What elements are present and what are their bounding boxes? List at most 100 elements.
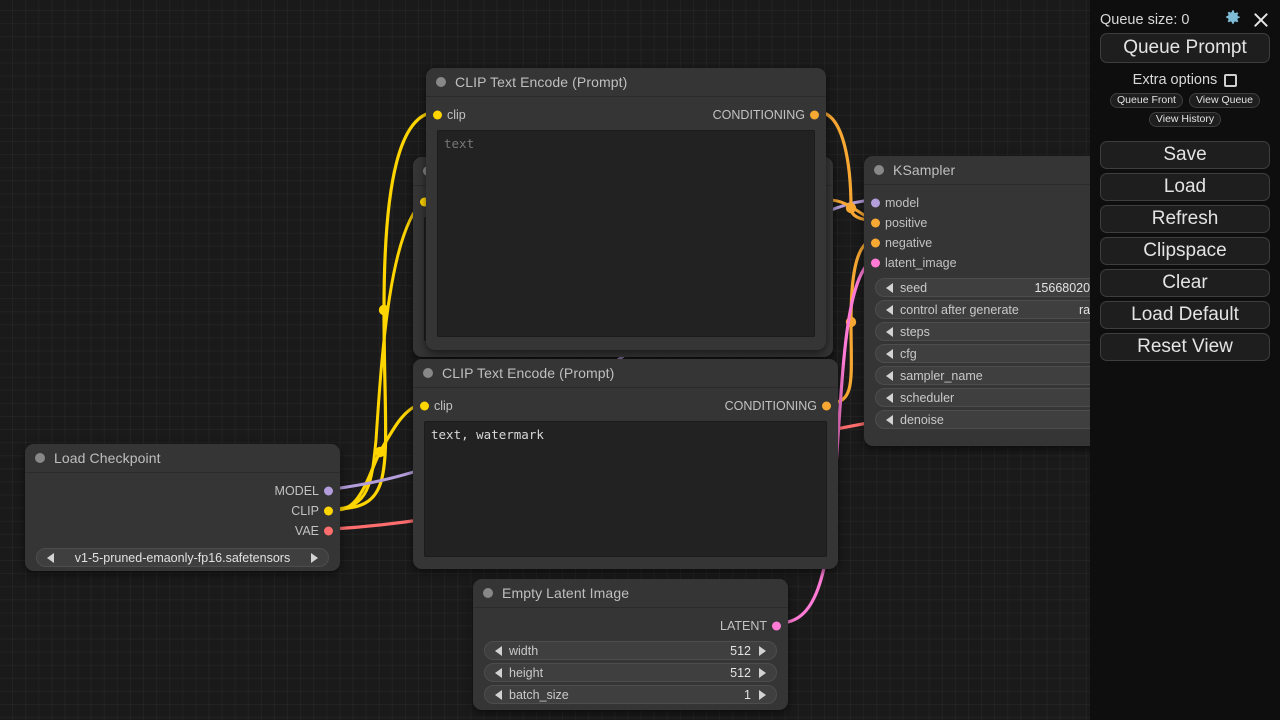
- widget-label: denoise: [900, 412, 944, 427]
- port-conditioning-icon[interactable]: [810, 110, 819, 120]
- increment-arrow-icon[interactable]: [759, 645, 768, 656]
- reset-view-button[interactable]: Reset View: [1100, 333, 1270, 361]
- node-title: CLIP Text Encode (Prompt): [442, 365, 615, 381]
- increment-arrow-icon[interactable]: [311, 552, 320, 563]
- port-clip-icon[interactable]: [324, 506, 333, 516]
- port-conditioning-icon[interactable]: [822, 401, 831, 411]
- menu-top-row: Queue size: 0: [1100, 7, 1270, 33]
- node-body: clip CONDITIONING text, watermark: [413, 388, 838, 567]
- port-latent-icon[interactable]: [871, 258, 880, 268]
- extra-options-checkbox[interactable]: [1224, 73, 1238, 87]
- refresh-button[interactable]: Refresh: [1100, 205, 1270, 233]
- output-slot-latent[interactable]: LATENT: [473, 616, 788, 636]
- input-slot-label: clip: [447, 108, 466, 122]
- collapse-dot-icon[interactable]: [423, 368, 433, 378]
- input-slot-negative[interactable]: negative: [864, 233, 1124, 253]
- decrement-arrow-icon[interactable]: [884, 326, 893, 337]
- widget-label: scheduler: [900, 390, 955, 405]
- decrement-arrow-icon[interactable]: [884, 348, 893, 359]
- input-slot-clip[interactable]: clip CONDITIONING: [413, 396, 838, 416]
- input-slot-clip[interactable]: clip CONDITIONING: [426, 105, 826, 125]
- node-header[interactable]: CLIP Text Encode (Prompt): [413, 359, 838, 388]
- output-slot-vae[interactable]: VAE: [25, 521, 340, 541]
- widget-width[interactable]: width 512: [484, 641, 777, 660]
- collapse-dot-icon[interactable]: [874, 165, 884, 175]
- queue-front-button[interactable]: Queue Front: [1110, 93, 1183, 108]
- collapse-dot-icon[interactable]: [483, 588, 493, 598]
- widget-scheduler[interactable]: scheduler: [875, 388, 1113, 407]
- widget-control-after-generate[interactable]: control after generate rand: [875, 300, 1113, 319]
- widget-ckpt-name[interactable]: v1-5-pruned-emaonly-fp16.safetensors: [36, 548, 329, 567]
- widget-cfg[interactable]: cfg: [875, 344, 1113, 363]
- node-title: CLIP Text Encode (Prompt): [455, 74, 628, 90]
- output-slot-clip[interactable]: CLIP: [25, 501, 340, 521]
- node-clip-text-encode-positive[interactable]: CLIP Text Encode (Prompt) clip CONDITION…: [426, 68, 826, 350]
- input-slot-positive[interactable]: positive: [864, 213, 1124, 233]
- decrement-arrow-icon[interactable]: [884, 282, 893, 293]
- port-model-icon[interactable]: [324, 486, 333, 496]
- increment-arrow-icon[interactable]: [759, 667, 768, 678]
- decrement-arrow-icon[interactable]: [493, 689, 502, 700]
- decrement-arrow-icon[interactable]: [493, 645, 502, 656]
- collapse-dot-icon[interactable]: [436, 77, 446, 87]
- view-queue-button[interactable]: View Queue: [1188, 93, 1260, 108]
- decrement-arrow-icon[interactable]: [45, 552, 54, 563]
- view-history-button[interactable]: View History: [1148, 112, 1222, 127]
- decrement-arrow-icon[interactable]: [884, 370, 893, 381]
- node-body: LATENT width 512 height 512 batch_size 1: [473, 608, 788, 710]
- port-vae-icon[interactable]: [324, 526, 333, 536]
- input-slot-latent-image[interactable]: latent_image: [864, 253, 1124, 273]
- widget-value: 1: [744, 687, 751, 702]
- decrement-arrow-icon[interactable]: [884, 304, 893, 315]
- node-clip-text-encode-negative[interactable]: CLIP Text Encode (Prompt) clip CONDITION…: [413, 359, 838, 569]
- widget-steps[interactable]: steps: [875, 322, 1113, 341]
- output-slot-model[interactable]: MODEL: [25, 481, 340, 501]
- widget-sampler-name[interactable]: sampler_name: [875, 366, 1113, 385]
- load-default-button[interactable]: Load Default: [1100, 301, 1270, 329]
- clipspace-button[interactable]: Clipspace: [1100, 237, 1270, 265]
- node-load-checkpoint[interactable]: Load Checkpoint MODEL CLIP VAE v1-5-prun…: [25, 444, 340, 571]
- clear-button[interactable]: Clear: [1100, 269, 1270, 297]
- close-icon[interactable]: [1252, 11, 1270, 29]
- port-conditioning-icon[interactable]: [871, 218, 880, 228]
- node-header[interactable]: Empty Latent Image: [473, 579, 788, 608]
- port-latent-icon[interactable]: [772, 621, 781, 631]
- port-clip-icon[interactable]: [433, 110, 442, 120]
- widget-seed[interactable]: seed 1566802087: [875, 278, 1113, 297]
- history-row: View History: [1100, 112, 1270, 127]
- gear-icon[interactable]: [1223, 8, 1242, 32]
- node-empty-latent-image[interactable]: Empty Latent Image LATENT width 512 heig…: [473, 579, 788, 710]
- output-slot-label: VAE: [294, 524, 319, 538]
- widget-height[interactable]: height 512: [484, 663, 777, 682]
- decrement-arrow-icon[interactable]: [884, 392, 893, 403]
- widget-batch-size[interactable]: batch_size 1: [484, 685, 777, 704]
- node-header[interactable]: KSampler: [864, 156, 1124, 185]
- prompt-textarea[interactable]: text, watermark: [424, 421, 827, 557]
- prompt-textarea[interactable]: text: [437, 130, 815, 337]
- node-header[interactable]: Load Checkpoint: [25, 444, 340, 473]
- node-body: clip CONDITIONING text: [426, 97, 826, 347]
- widget-label: batch_size: [509, 687, 569, 702]
- widget-label: width: [509, 643, 539, 658]
- increment-arrow-icon[interactable]: [759, 689, 768, 700]
- input-slot-label: positive: [885, 216, 928, 230]
- widget-denoise[interactable]: denoise: [875, 410, 1113, 429]
- extra-options-label: Extra options: [1132, 72, 1218, 88]
- port-clip-icon[interactable]: [420, 401, 429, 411]
- node-ksampler[interactable]: KSampler model positive negative latent_…: [864, 156, 1124, 446]
- queue-size-label: Queue size: 0: [1100, 12, 1190, 28]
- save-button[interactable]: Save: [1100, 141, 1270, 169]
- queue-prompt-button[interactable]: Queue Prompt: [1100, 33, 1270, 63]
- port-model-icon[interactable]: [871, 198, 880, 208]
- input-slot-model[interactable]: model: [864, 193, 1124, 213]
- node-header[interactable]: CLIP Text Encode (Prompt): [426, 68, 826, 97]
- decrement-arrow-icon[interactable]: [884, 414, 893, 425]
- menu-icon-group: [1223, 8, 1270, 32]
- decrement-arrow-icon[interactable]: [493, 667, 502, 678]
- port-conditioning-icon[interactable]: [871, 238, 880, 248]
- action-button-group: Save Load Refresh Clipspace Clear Load D…: [1100, 141, 1270, 361]
- widget-label: steps: [900, 324, 930, 339]
- load-button[interactable]: Load: [1100, 173, 1270, 201]
- collapse-dot-icon[interactable]: [35, 453, 45, 463]
